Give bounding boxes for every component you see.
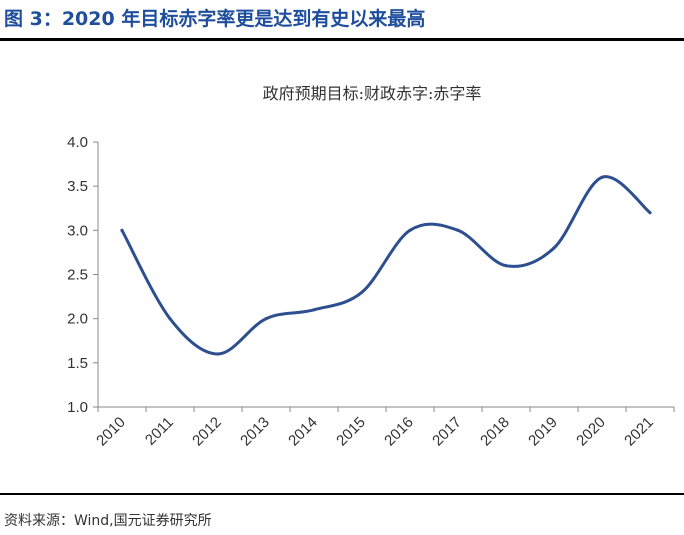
y-tick-label: 1.5: [67, 355, 88, 372]
y-tick-label: 2.0: [67, 311, 88, 328]
data-point: [168, 317, 172, 321]
y-tick-label: 4.0: [67, 134, 88, 151]
data-point: [504, 264, 508, 268]
chart-axes: 1.0 1.5 2.0 2.5 3.0 3.5 4.0 2010 2011 2012 2013 201…: [67, 134, 675, 450]
x-tick-label: 2017: [429, 414, 465, 450]
x-tick-label: 2012: [189, 414, 225, 450]
x-tick-label: 2018: [477, 414, 513, 450]
data-point: [264, 317, 268, 321]
chart: 政府预期目标:财政赤字:赤字率 1.0 1.5 2.0 2.5 3.0 3.5 4.0 201…: [67, 84, 675, 450]
y-tick-label: 2.5: [67, 267, 88, 284]
y-tick-label: 3.0: [67, 222, 88, 239]
data-point: [648, 211, 652, 215]
x-tick-label: 2010: [93, 414, 129, 450]
data-point: [312, 308, 316, 312]
data-point: [600, 175, 604, 179]
x-tick-label: 2016: [381, 414, 417, 450]
x-tick-label: 2015: [333, 414, 369, 450]
top-divider: [0, 38, 684, 41]
chart-title: 政府预期目标:财政赤字:赤字率: [263, 84, 482, 103]
x-tick-label: 2013: [237, 414, 273, 450]
data-point: [360, 290, 364, 294]
y-tick-label: 3.5: [67, 178, 88, 195]
x-tick-label: 2020: [573, 414, 609, 450]
x-tick-label: 2019: [525, 414, 561, 450]
series-line: [120, 175, 652, 356]
data-point: [216, 352, 220, 356]
x-tick-label: 2021: [621, 414, 657, 450]
chart-plot-area: [120, 175, 652, 356]
data-point: [120, 228, 124, 232]
x-tick-label: 2011: [142, 414, 177, 449]
x-tick-label: 2014: [285, 414, 321, 450]
bottom-divider: [0, 493, 684, 495]
figure-title: 图 3：2020 年目标赤字率更是达到有史以来最高: [4, 8, 426, 30]
source-note: 资料来源：Wind,国元证券研究所: [4, 513, 212, 529]
data-point: [408, 228, 412, 232]
data-point: [552, 246, 556, 250]
y-tick-label: 1.0: [67, 399, 88, 416]
data-point: [456, 228, 460, 232]
